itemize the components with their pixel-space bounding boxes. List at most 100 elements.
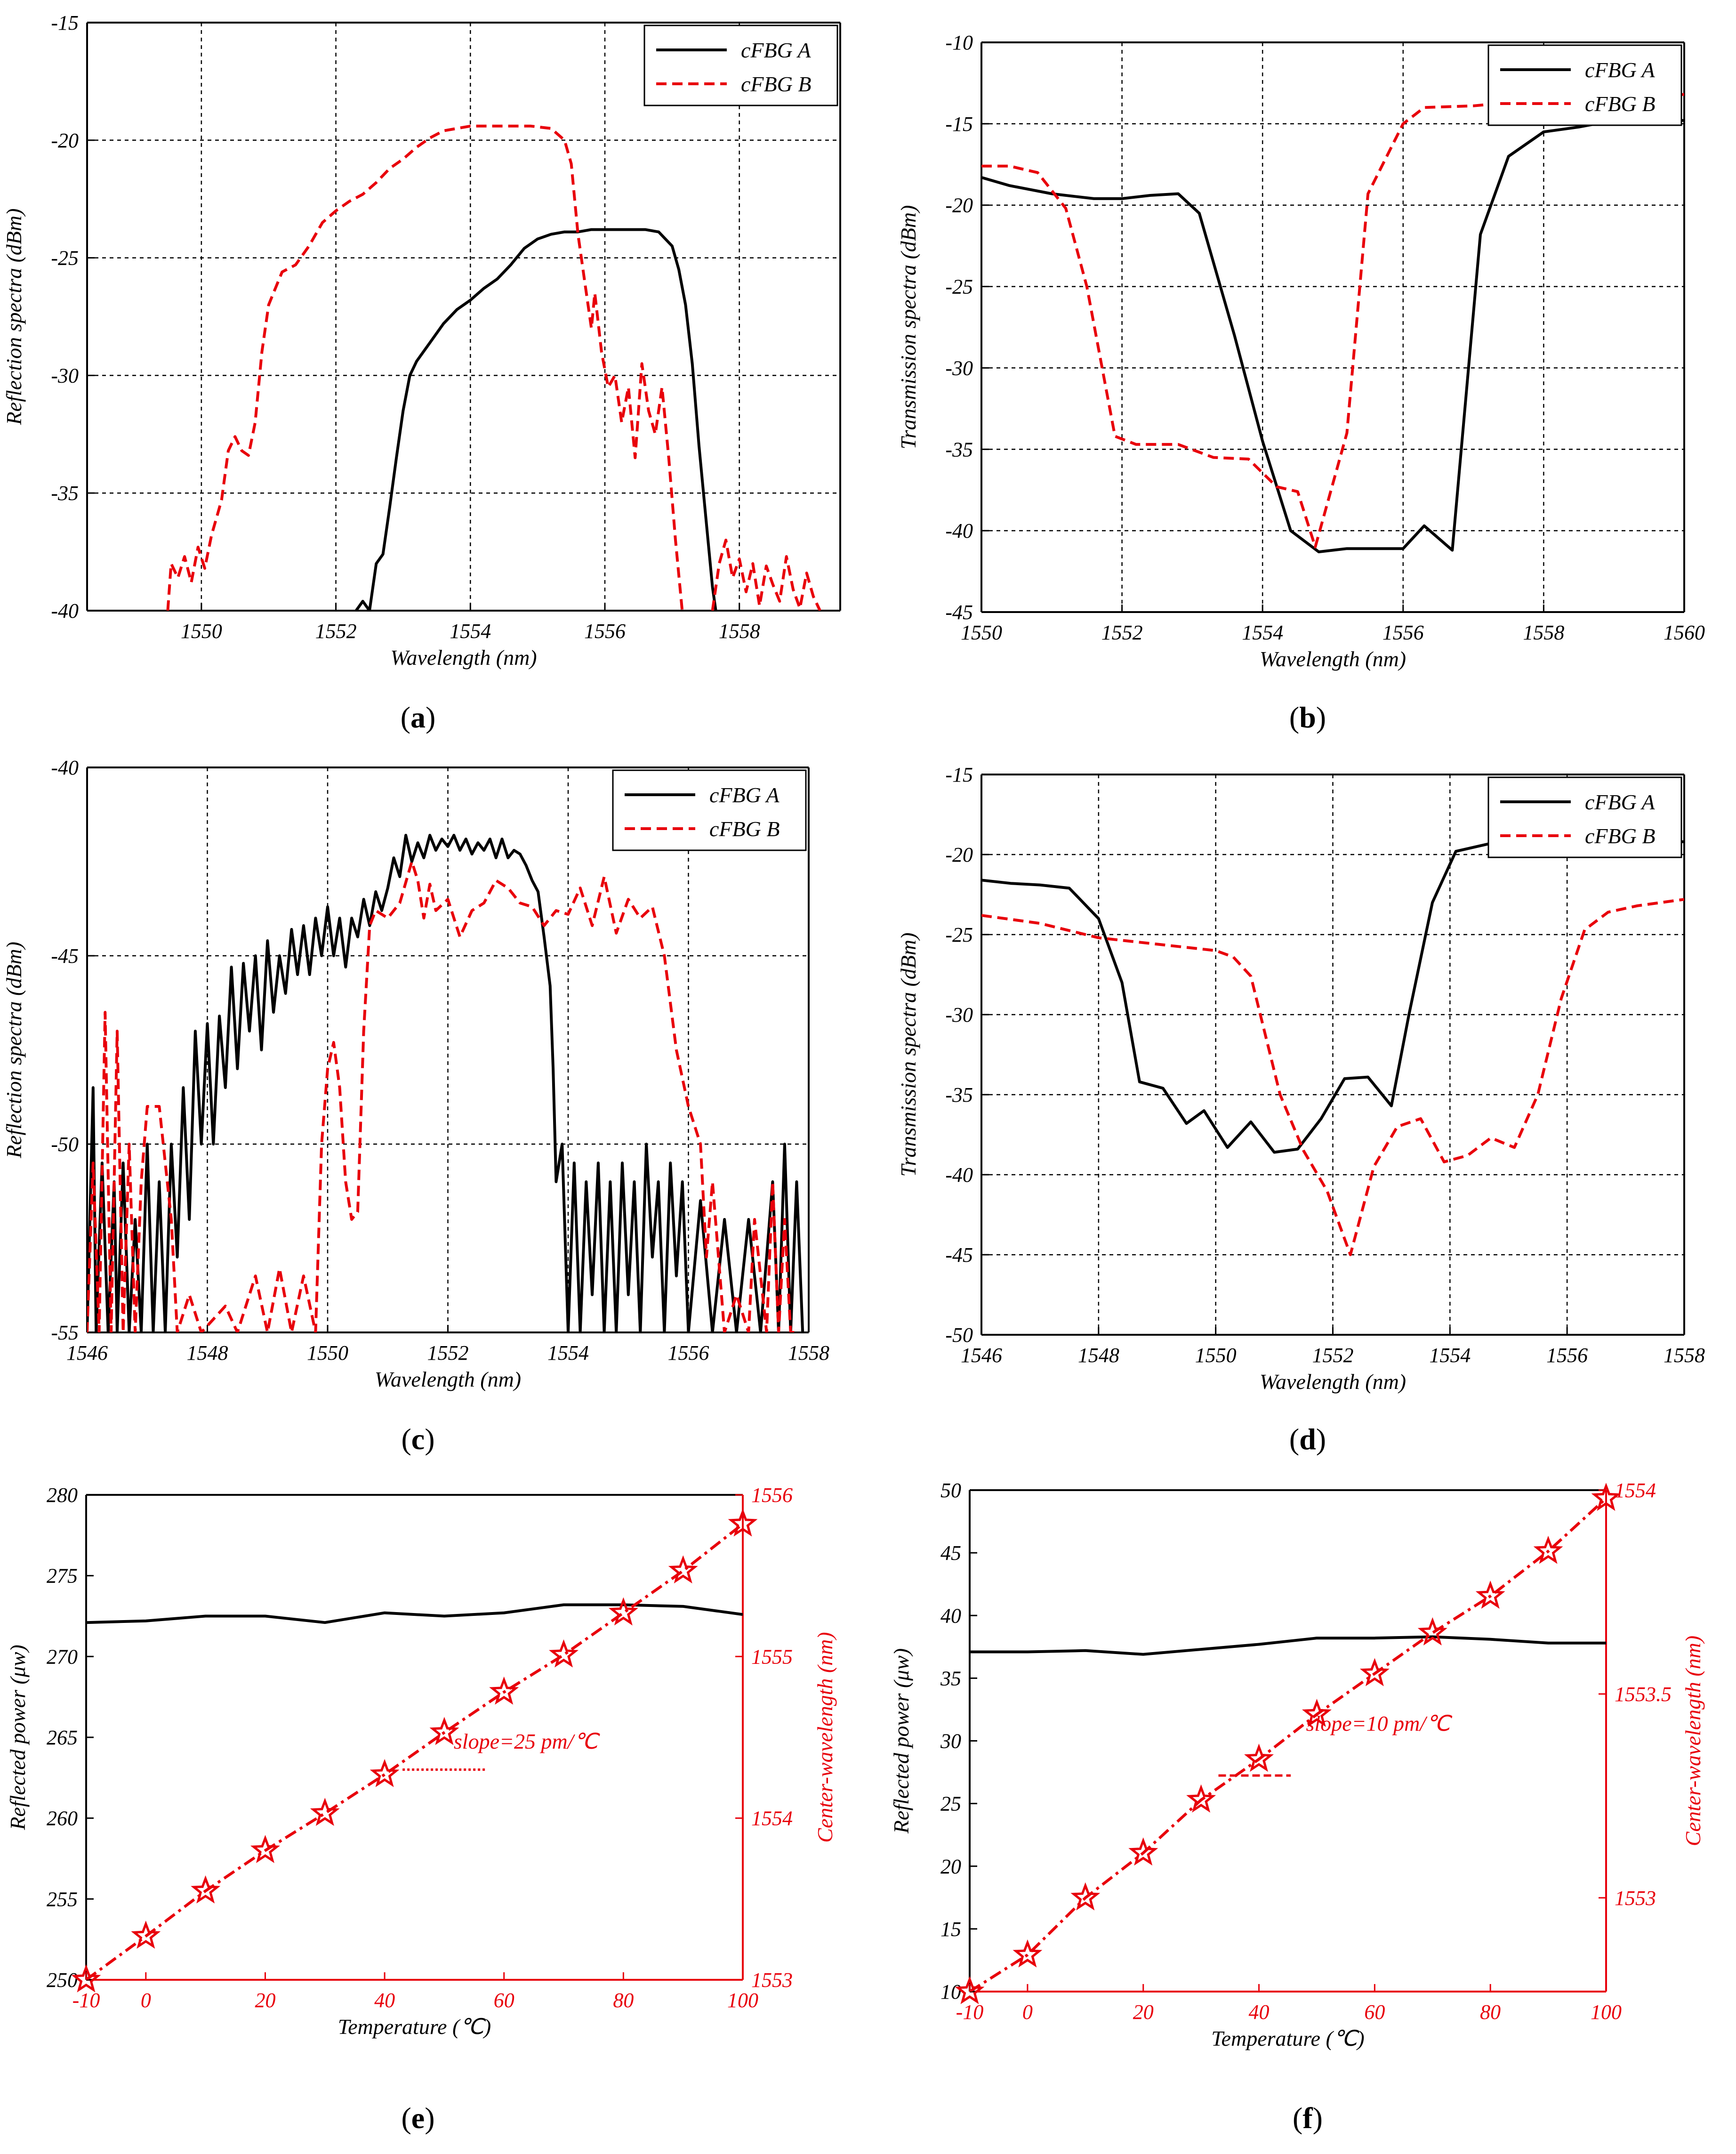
y-tick-label: 275 — [47, 1565, 78, 1588]
x-tick-label: 1552 — [315, 620, 357, 643]
x-tick-label: 40 — [374, 1989, 395, 2012]
y-tick-label: 250 — [47, 1968, 78, 1992]
series-line-cfbg-b — [981, 93, 1684, 549]
data-point-star — [608, 1597, 638, 1626]
y2-axis-label: Center-wavelength (nm) — [1681, 1636, 1705, 1846]
series-line-cfbg-b-tail — [711, 539, 821, 611]
data-point-star — [668, 1555, 698, 1584]
y-tick-label: -50 — [51, 1133, 79, 1156]
y2-tick-label: 1556 — [751, 1484, 793, 1507]
x-tick-label: 1554 — [1429, 1344, 1471, 1367]
data-point-star — [429, 1717, 459, 1745]
y-tick-label: -30 — [945, 1003, 973, 1026]
legend-box — [612, 769, 807, 851]
panel-a: 1550 1552 1554 1556 1558 -40 -35 -30 -25 -20 -15 Wa… — [2, 11, 841, 734]
panel-label: (d) — [1289, 1422, 1326, 1456]
y-tick-label: -50 — [945, 1323, 973, 1347]
x-tick-label: 1552 — [427, 1341, 469, 1364]
x-axis-label: Wavelength (nm) — [390, 645, 537, 670]
data-point-star — [131, 1920, 161, 1949]
data-point-star — [71, 1964, 101, 1993]
data-point-star — [955, 1976, 985, 2004]
slope-annotation: slope=10 pm/℃ — [1306, 1711, 1453, 1735]
y-tick-label: -25 — [51, 247, 79, 270]
y-tick-label: 45 — [940, 1541, 961, 1565]
x-tick-label: 20 — [255, 1989, 275, 2012]
x-tick-label: 60 — [1364, 2001, 1385, 2024]
x-tick-label: 1556 — [1546, 1344, 1588, 1367]
panel-label: (e) — [401, 2101, 434, 2135]
y-tick-label: -40 — [945, 1163, 973, 1186]
panel-e: -10 0 20 40 60 80 100 250 255 260 265 270 275 280 1553… — [6, 1484, 837, 2135]
y-tick-label: -30 — [945, 356, 973, 379]
legend: cFBG A cFBG B — [643, 24, 838, 106]
y2-tick-label: 1554 — [1615, 1479, 1656, 1502]
legend-label: cFBG B — [1585, 824, 1655, 848]
y2-tick-label: 1553.5 — [1615, 1683, 1672, 1706]
data-point-star — [489, 1676, 519, 1705]
y-tick-label: 265 — [47, 1726, 78, 1749]
x-tick-label: 1558 — [1523, 621, 1564, 644]
legend-label: cFBG A — [1585, 790, 1656, 814]
y-tick-label: 255 — [47, 1888, 78, 1911]
x-tick-label: 1550 — [1195, 1344, 1237, 1367]
legend-label: cFBG B — [709, 817, 780, 841]
data-point-star — [1302, 1699, 1332, 1727]
x-tick-label: 0 — [141, 1989, 151, 2012]
legend-label: cFBG A — [709, 783, 780, 807]
x-tick-label: 20 — [1133, 2001, 1154, 2024]
x-tick-label: 1558 — [1664, 1344, 1705, 1367]
y-axis-label: Reflection spectra (dBm) — [2, 209, 26, 426]
y-tick-label: 50 — [940, 1479, 961, 1502]
panel-label: (f) — [1293, 2101, 1323, 2135]
data-point-star — [310, 1798, 340, 1826]
series-line-cfbg-a — [87, 834, 804, 1332]
data-point-star — [549, 1639, 579, 1668]
panel-d: 1546 1548 1550 1552 1554 1556 1558 -50 -45 -40 -35… — [896, 763, 1705, 1456]
y-tick-label: -15 — [945, 763, 973, 786]
x-axis-label: Temperature (℃) — [338, 2015, 491, 2039]
y-tick-label: -40 — [51, 756, 79, 779]
x-axis-label: Wavelength (nm) — [1260, 647, 1406, 671]
data-point-star — [191, 1875, 221, 1904]
series-line-cfbg-a — [981, 119, 1684, 554]
x-tick-label: 1558 — [719, 620, 760, 643]
y-axis-label: Reflected power (μw) — [6, 1645, 30, 1831]
x-tick-label: 60 — [494, 1989, 514, 2012]
y2-tick-label: 1553 — [751, 1968, 793, 1992]
series-line-cfbg-a — [981, 840, 1684, 1154]
panel-label: (c) — [401, 1422, 434, 1456]
x-tick-label: 1546 — [961, 1344, 1002, 1367]
y-tick-label: -25 — [945, 275, 973, 298]
y-tick-label: -45 — [945, 1243, 973, 1267]
y-tick-label: 15 — [940, 1918, 961, 1941]
data-point-star — [1533, 1535, 1563, 1564]
x-tick-label: 1550 — [181, 620, 222, 643]
x-tick-label: 1558 — [788, 1341, 829, 1364]
data-point-star — [250, 1835, 280, 1864]
series-line-cfbg-b — [166, 124, 684, 611]
y-tick-label: 20 — [940, 1855, 961, 1878]
x-tick-label: -10 — [956, 2001, 984, 2024]
x-tick-label: 1556 — [584, 620, 626, 643]
y-tick-label: -35 — [945, 438, 973, 461]
x-tick-label: 100 — [727, 1989, 758, 2012]
y2-tick-label: 1555 — [751, 1645, 793, 1668]
legend: cFBG A cFBG B — [1487, 44, 1682, 126]
series-line-cfbg-b — [981, 898, 1684, 1256]
data-point-star — [1128, 1837, 1158, 1866]
y-tick-label: -45 — [945, 601, 973, 624]
y2-tick-label: 1554 — [751, 1807, 793, 1830]
x-axis-label: Temperature (℃) — [1211, 2026, 1365, 2050]
y-tick-label: 270 — [47, 1645, 78, 1668]
panel-c: 1546 1548 1550 1552 1554 1556 1558 -55 -50 -45 -40… — [2, 756, 829, 1456]
y-tick-label: -45 — [51, 944, 79, 968]
x-tick-label: 1554 — [450, 620, 491, 643]
y-tick-label: 10 — [940, 1980, 961, 2003]
x-tick-label: 1554 — [1242, 621, 1283, 644]
panel-label: (a) — [401, 701, 436, 734]
y-tick-label: -30 — [51, 364, 79, 387]
x-axis-label: Wavelength (nm) — [1260, 1370, 1406, 1394]
y-tick-label: 40 — [940, 1604, 961, 1627]
